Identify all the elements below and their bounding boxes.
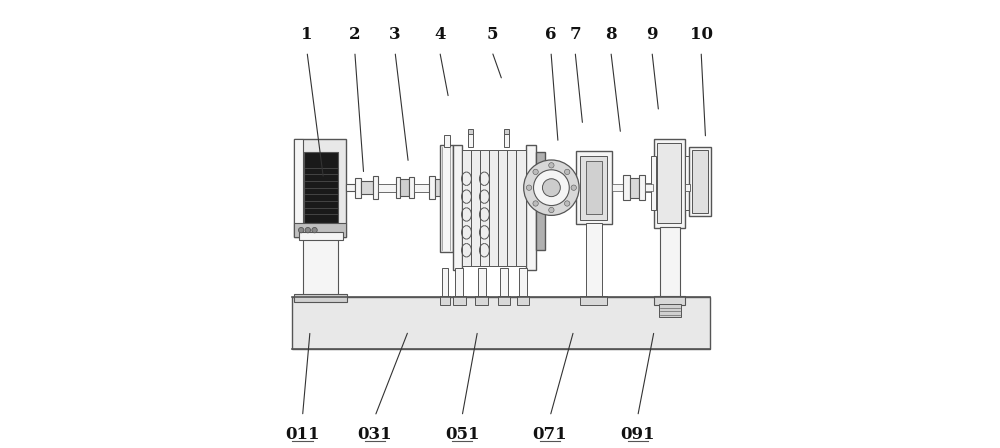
Circle shape [305,228,311,233]
Bar [442,268,448,297]
Circle shape [542,179,560,197]
Bar [500,268,508,297]
Bar [355,178,361,198]
Bar [685,184,690,191]
Bar [378,184,396,192]
Text: 4: 4 [434,26,445,43]
Bar [294,293,347,302]
Text: 7: 7 [569,26,581,43]
Text: 1: 1 [301,26,313,43]
Bar [468,133,473,146]
Bar [455,268,463,297]
Bar [478,268,486,297]
Bar [657,143,681,224]
Bar [462,150,471,266]
Bar [654,296,685,305]
Bar [504,133,509,146]
Text: 2: 2 [349,26,361,43]
Circle shape [534,170,569,206]
Circle shape [312,228,317,233]
Text: 3: 3 [389,26,401,43]
Bar [400,179,409,196]
Text: 031: 031 [358,426,392,444]
Bar [685,156,689,210]
Bar [453,145,462,270]
Bar [498,150,507,266]
Bar [630,178,639,198]
Circle shape [533,169,538,175]
Circle shape [533,201,538,206]
Bar [414,184,429,192]
Bar [471,150,480,266]
Bar [294,138,346,237]
Circle shape [526,185,532,190]
Bar [612,184,623,191]
Bar [435,179,440,196]
Bar [536,181,541,194]
Bar [444,135,450,146]
Circle shape [565,169,570,175]
Bar [396,177,400,198]
Text: 011: 011 [285,426,320,444]
Text: 10: 10 [690,26,713,43]
Bar [453,296,466,305]
Bar [639,175,645,200]
Bar [429,176,435,199]
Bar [294,138,303,237]
Circle shape [524,160,579,215]
Bar [507,150,516,266]
Text: 9: 9 [646,26,658,43]
Bar [440,145,453,253]
Bar [468,129,473,134]
Circle shape [571,185,576,190]
Bar [304,152,338,224]
Text: 091: 091 [620,426,655,444]
Bar [526,145,536,270]
Bar [517,296,529,305]
Circle shape [298,228,304,233]
Bar [580,155,607,220]
Bar [560,184,576,191]
Bar [294,224,346,237]
Bar [519,268,527,297]
Text: 5: 5 [486,26,498,43]
Circle shape [549,207,554,213]
Bar [586,161,602,215]
Circle shape [549,163,554,168]
Bar [299,233,343,241]
Bar [651,156,656,210]
Text: 8: 8 [605,26,617,43]
Bar [373,176,378,199]
Bar [623,175,630,200]
Bar [409,177,414,198]
Bar [560,184,576,192]
Bar [586,224,602,297]
Circle shape [565,201,570,206]
Bar [536,152,545,250]
Bar [689,147,711,216]
Bar [346,184,355,191]
Text: 051: 051 [445,426,479,444]
Bar [692,150,708,213]
Bar [480,150,489,266]
Bar [498,296,510,305]
Bar [292,297,710,349]
Bar [504,129,509,134]
Bar [576,151,612,224]
Bar [489,150,498,266]
Bar [580,296,607,305]
Bar [654,138,685,228]
Bar [660,227,680,297]
Bar [516,150,526,266]
Text: 071: 071 [533,426,567,444]
Bar [303,235,338,297]
Text: 6: 6 [545,26,557,43]
Bar [645,184,653,191]
Bar [475,296,488,305]
Bar [659,304,681,317]
Bar [440,296,450,305]
Bar [361,181,373,194]
Bar [645,183,654,192]
